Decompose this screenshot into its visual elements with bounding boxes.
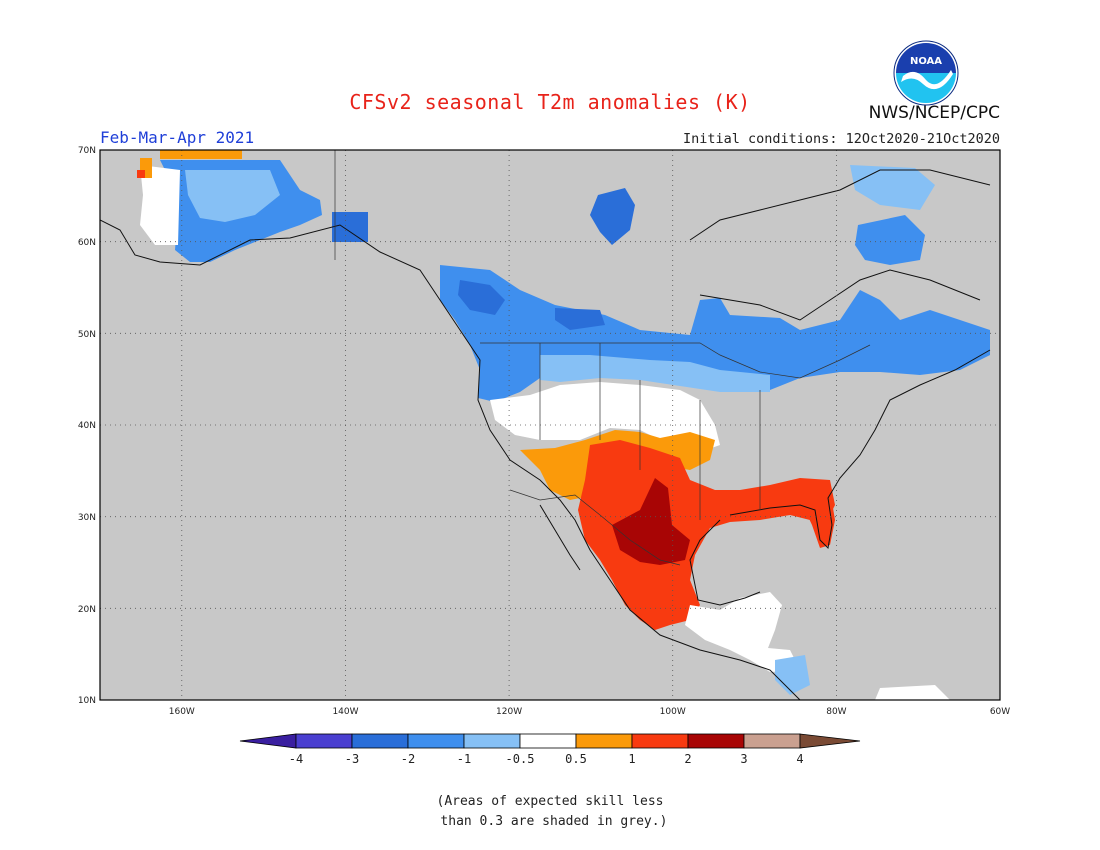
colorbar-segment-1: [295, 733, 353, 749]
lon-label-140w: 140W: [332, 707, 358, 717]
forecast-period: Feb-Mar-Apr 2021: [100, 128, 255, 147]
lat-label-70n: 70N: [78, 146, 96, 156]
colorbar-segment-7: [631, 733, 689, 749]
northern-us-light-anomaly: [540, 355, 770, 392]
texas-mexico-positive-anomaly: [578, 440, 835, 630]
colorbar-label-neg2: -2: [401, 752, 415, 766]
lat-label-50n: 50N: [78, 330, 96, 340]
colorbar-segment-8: [687, 733, 745, 749]
colorbar-arrow-left: [239, 733, 297, 749]
chart-title: CFSv2 seasonal T2m anomalies (K): [349, 90, 751, 114]
yukon-blue-cell: [332, 212, 368, 242]
colorbar-segment-9: [743, 733, 801, 749]
coastlines: [100, 169, 991, 700]
colorbar-label-2: 2: [684, 752, 691, 766]
florida-positive-anomaly: [805, 490, 835, 548]
colorbar-label-neg05: -0.5: [506, 752, 535, 766]
colorbar-label-neg4: -4: [289, 752, 303, 766]
canada-dark-anomaly-2: [555, 308, 605, 330]
colorbar-arrow-right: [799, 733, 861, 749]
colorbar-segment-2: [351, 733, 409, 749]
lon-label-100w: 100W: [660, 707, 686, 717]
lon-label-80w: 80W: [826, 707, 846, 717]
alaska-white-area: [140, 165, 180, 245]
arctic-negative-anomaly: [590, 188, 635, 245]
agency-label: NWS/NCEP/CPC: [868, 103, 1000, 123]
map-frame: [99, 149, 1001, 701]
lon-label-160w: 160W: [169, 707, 195, 717]
alaska-orange-strip: [160, 150, 242, 159]
caribbean-blue-patch: [775, 655, 810, 695]
alaska-light-anomaly: [185, 170, 280, 222]
svg-text:NOAA: NOAA: [910, 56, 942, 67]
caribbean-white-patch: [875, 685, 950, 700]
core-strong-anomaly: [612, 478, 690, 565]
lon-label-60w: 60W: [990, 707, 1010, 717]
labrador-light-anomaly: [850, 165, 935, 210]
quebec-negative-anomaly: [855, 215, 925, 265]
canada-dark-anomaly: [458, 280, 505, 315]
lat-label-10n: 10N: [78, 696, 96, 706]
noaa-logo-icon: NOAA: [893, 40, 959, 106]
colorbar-label-05: 0.5: [565, 752, 587, 766]
central-america-near-normal: [685, 592, 800, 672]
lat-label-60n: 60N: [78, 238, 96, 248]
colorbar-segment-3: [407, 733, 465, 749]
colorbar-label-4: 4: [796, 752, 803, 766]
colorbar-segment-4: [463, 733, 521, 749]
colorbar-label-neg1: -1: [457, 752, 471, 766]
initial-conditions: Initial conditions: 12Oct2020-21Oct2020: [683, 131, 1000, 147]
lat-label-30n: 30N: [78, 513, 96, 523]
lat-label-20n: 20N: [78, 605, 96, 615]
colorbar-segment-5: [519, 733, 577, 749]
colorbar-label-3: 3: [740, 752, 747, 766]
lat-label-40n: 40N: [78, 421, 96, 431]
colorbar-segment-6: [575, 733, 633, 749]
skill-footnote: (Areas of expected skill less than 0.3 a…: [436, 794, 668, 829]
central-us-near-normal: [490, 382, 720, 452]
lon-label-120w: 120W: [496, 707, 522, 717]
colorbar-label-1: 1: [628, 752, 635, 766]
graticule: [100, 150, 1000, 700]
alaska-red-cell: [137, 170, 145, 178]
colorbar-label-neg3: -3: [345, 752, 359, 766]
